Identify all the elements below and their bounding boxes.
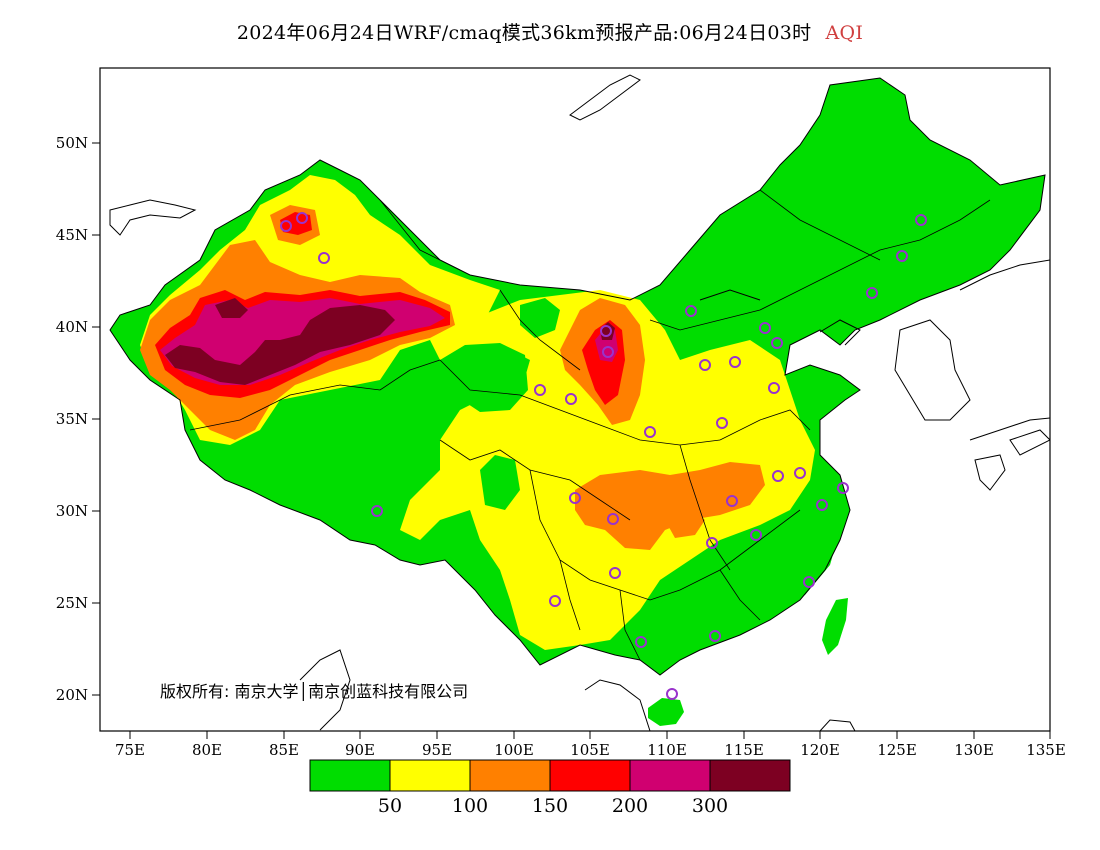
station-marker — [706, 537, 718, 549]
neighbor-coastlines — [109, 74, 1050, 731]
lon-label: 75E — [115, 741, 145, 759]
station-marker — [759, 322, 771, 334]
station-marker — [607, 513, 619, 525]
station-markers — [280, 212, 927, 700]
lat-label: 20N — [56, 686, 88, 704]
latitude-axis: 50N 45N 40N 35N 30N 25N 20N — [56, 134, 100, 704]
legend-label: 300 — [692, 795, 728, 817]
lon-label: 95E — [422, 741, 452, 759]
legend-swatch-0-50 — [309, 759, 391, 792]
aqi-region-yellow-central — [400, 290, 815, 650]
station-marker — [750, 529, 762, 541]
aqi-region-red-north — [280, 212, 312, 235]
map-content — [109, 74, 1050, 731]
station-marker — [729, 356, 741, 368]
station-marker — [296, 212, 308, 224]
longitude-axis: 75E 80E 85E 90E 95E 100E 105E 110E 115E … — [115, 731, 1066, 759]
station-marker — [716, 417, 728, 429]
lon-label: 85E — [269, 741, 299, 759]
lat-label: 30N — [56, 502, 88, 520]
lon-label: 90E — [345, 741, 375, 759]
aqi-region-orange-hubei — [665, 510, 705, 538]
station-marker — [600, 325, 612, 337]
station-marker — [915, 214, 927, 226]
aqi-region-green-qinghai — [440, 343, 528, 412]
legend-swatch-50-100 — [389, 759, 471, 792]
station-marker — [772, 470, 784, 482]
station-marker — [726, 495, 738, 507]
lon-label: 125E — [877, 741, 917, 759]
lat-label: 45N — [56, 226, 88, 244]
station-marker — [771, 337, 783, 349]
lat-label: 25N — [56, 594, 88, 612]
aqi-legend: 50 100 150 200 300 — [309, 759, 791, 817]
aqi-region-maroon-xinjiang-north — [215, 298, 248, 318]
station-marker — [280, 220, 292, 232]
lat-label: 35N — [56, 410, 88, 428]
lon-label: 110E — [647, 741, 687, 759]
station-marker — [644, 426, 656, 438]
station-marker — [685, 305, 697, 317]
copyright-text: 版权所有: 南京大学│南京创蓝科技有限公司 — [160, 681, 468, 701]
station-marker — [371, 505, 383, 517]
station-marker — [666, 688, 678, 700]
legend-label: 100 — [452, 795, 488, 817]
legend-swatch-200-300 — [629, 759, 711, 792]
station-marker — [709, 630, 721, 642]
station-marker — [569, 492, 581, 504]
taiwan-island — [822, 598, 848, 655]
station-marker — [768, 382, 780, 394]
lon-label: 105E — [570, 741, 610, 759]
legend-swatch-100-150 — [469, 759, 551, 792]
aqi-region-green-gansu — [520, 298, 560, 338]
legend-swatch-300-plus — [709, 759, 791, 792]
aqi-region-maroon-xinjiang-west — [165, 305, 395, 385]
station-marker — [602, 346, 614, 358]
station-marker — [837, 482, 849, 494]
lon-label: 80E — [192, 741, 222, 759]
hainan-island — [648, 698, 684, 726]
station-marker — [635, 636, 647, 648]
lon-label: 115E — [724, 741, 764, 759]
lon-label: 130E — [954, 741, 994, 759]
aqi-region-orange-central — [575, 462, 765, 550]
china-outline — [109, 77, 1046, 676]
lon-label: 100E — [494, 741, 534, 759]
station-marker — [866, 287, 878, 299]
province-boundaries — [189, 189, 991, 661]
map-title: 2024年06月24日WRF/cmaq模式36km预报产品:06月24日03时 A… — [0, 18, 1100, 45]
station-marker — [794, 467, 806, 479]
station-marker — [534, 384, 546, 396]
map-frame — [99, 67, 1051, 732]
station-marker — [609, 567, 621, 579]
legend-label: 150 — [532, 795, 568, 817]
lon-label: 135E — [1026, 741, 1066, 759]
lat-label: 40N — [56, 318, 88, 336]
legend-swatch-150-200 — [549, 759, 631, 792]
legend-label: 50 — [378, 795, 402, 817]
station-marker — [318, 252, 330, 264]
lat-label: 50N — [56, 134, 88, 152]
lon-label: 120E — [800, 741, 840, 759]
station-marker — [803, 576, 815, 588]
title-variable: AQI — [825, 22, 864, 44]
station-marker — [565, 393, 577, 405]
station-marker — [699, 359, 711, 371]
station-marker — [816, 499, 828, 511]
title-text: 2024年06月24日WRF/cmaq模式36km预报产品:06月24日03时 — [236, 22, 812, 44]
station-marker — [896, 250, 908, 262]
aqi-region-green-coast — [625, 500, 840, 655]
legend-label: 200 — [612, 795, 648, 817]
station-marker — [549, 595, 561, 607]
aqi-region-green-sichuan — [480, 455, 520, 510]
